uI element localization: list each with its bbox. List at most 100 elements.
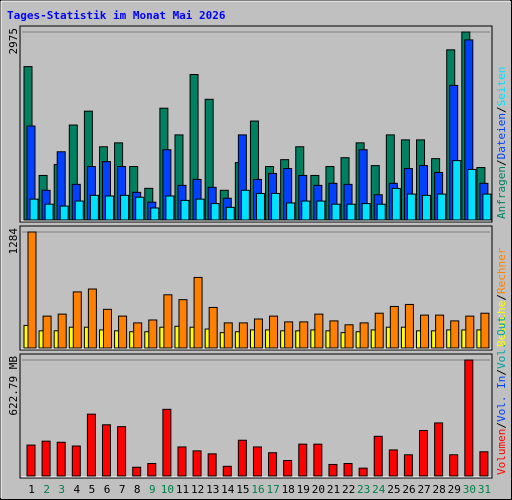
panel-frame	[19, 25, 493, 223]
bar	[343, 463, 353, 477]
bar	[406, 193, 416, 221]
bar	[328, 463, 338, 477]
bar	[482, 193, 492, 221]
legend: Besuche/Rechner	[495, 247, 508, 347]
x-tick-label: 7	[119, 483, 126, 496]
bar	[389, 305, 399, 349]
bar	[210, 203, 220, 221]
x-tick-label: 19	[297, 483, 310, 496]
bar	[118, 315, 128, 349]
x-tick-label: 1	[28, 483, 35, 496]
bar	[374, 312, 384, 349]
bar	[465, 315, 475, 349]
bar	[87, 288, 97, 349]
bar	[240, 189, 250, 221]
bar	[344, 324, 354, 349]
bar	[135, 196, 145, 221]
bar	[165, 195, 175, 221]
bar	[437, 193, 447, 221]
bar	[225, 206, 235, 221]
bar	[359, 322, 369, 349]
x-tick-label: 23	[357, 483, 370, 496]
chart-title: Tages-Statistik im Monat Mai 2026	[7, 9, 226, 22]
bar	[376, 203, 386, 221]
bar	[467, 168, 477, 221]
bar	[388, 449, 398, 477]
x-tick-label: 2	[43, 483, 50, 496]
bar	[450, 320, 460, 349]
bar	[132, 466, 142, 477]
bar	[391, 187, 401, 221]
bar	[373, 435, 383, 477]
x-tick-label: 28	[433, 483, 446, 496]
bar	[29, 198, 39, 221]
bar	[178, 299, 188, 349]
bar	[284, 321, 294, 349]
bar	[269, 315, 279, 349]
bar	[299, 321, 309, 349]
x-tick-label: 29	[448, 483, 461, 496]
x-tick-label: 16	[251, 483, 264, 496]
panel-frame	[19, 225, 493, 351]
bar	[56, 441, 66, 477]
x-tick-label: 9	[149, 483, 156, 496]
bar	[452, 160, 462, 221]
bar	[403, 454, 413, 477]
bar	[101, 424, 111, 477]
bar	[358, 467, 368, 477]
bar	[120, 194, 130, 221]
bar	[346, 203, 356, 221]
bar	[404, 303, 414, 349]
legend-entry: Vol. Out	[495, 316, 508, 369]
bar	[252, 446, 262, 477]
y-tick-label: 1284	[7, 228, 20, 255]
x-tick-label: 10	[161, 483, 174, 496]
bar	[41, 440, 51, 477]
bar	[331, 203, 341, 221]
bar	[192, 450, 202, 477]
x-tick-label: 15	[236, 483, 249, 496]
bar	[268, 452, 278, 477]
bar	[89, 194, 99, 221]
legend-separator: /	[495, 159, 508, 166]
bar	[72, 291, 82, 349]
bar	[435, 314, 445, 349]
x-tick-label: 27	[417, 483, 430, 496]
x-tick-label: 25	[387, 483, 400, 496]
x-tick-label: 4	[74, 483, 81, 496]
bar	[301, 200, 311, 221]
x-tick-label: 30	[463, 483, 476, 496]
x-tick-label: 13	[206, 483, 219, 496]
bar	[237, 439, 247, 477]
bar	[163, 294, 173, 349]
bar	[316, 200, 326, 221]
bar	[283, 460, 293, 477]
bar	[298, 443, 308, 477]
legend: Volumen/Vol. In/Vol. Out	[495, 316, 508, 475]
bar	[104, 195, 114, 221]
x-tick-label: 18	[282, 483, 295, 496]
x-tick-label: 6	[104, 483, 111, 496]
bar	[57, 313, 67, 349]
x-tick-label: 8	[134, 483, 141, 496]
bar	[253, 318, 263, 349]
bar	[102, 308, 112, 349]
bar	[42, 315, 52, 349]
x-tick-label: 5	[89, 483, 96, 496]
bar	[255, 192, 265, 221]
legend-separator: /	[495, 369, 508, 376]
bar	[59, 205, 69, 221]
bar	[150, 207, 160, 221]
legend-entry: Volumen	[495, 429, 508, 475]
bar	[133, 322, 143, 349]
bar	[449, 454, 459, 477]
bar	[26, 444, 36, 477]
bar	[177, 446, 187, 477]
legend-entry: Rechner	[495, 247, 508, 294]
x-tick-label: 12	[191, 483, 204, 496]
bar	[195, 198, 205, 221]
bar	[361, 203, 371, 221]
bar	[422, 194, 432, 221]
x-tick-label: 21	[327, 483, 340, 496]
